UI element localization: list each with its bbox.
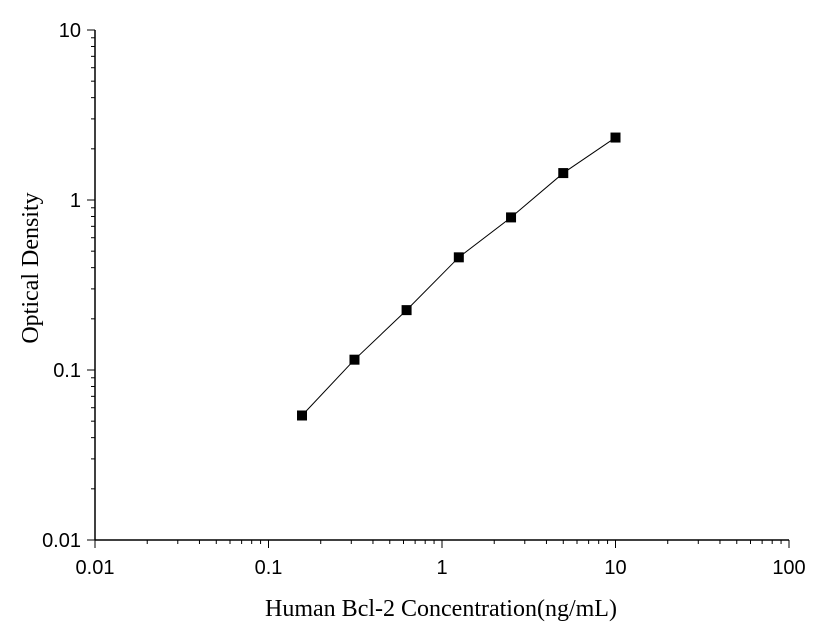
data-point-marker — [453, 252, 464, 263]
x-tick-label: 1 — [436, 557, 447, 579]
data-point-marker — [610, 132, 621, 143]
y-tick-label: 1 — [70, 190, 81, 212]
y-tick-label: 0.1 — [53, 360, 81, 382]
series-layer — [297, 132, 621, 421]
data-point-marker — [558, 168, 569, 179]
data-point-marker — [506, 212, 517, 223]
x-tick-label: 0.1 — [255, 557, 283, 579]
y-axis-title: Optical Density — [18, 192, 44, 343]
ticks-layer: 0.01 0.1 1 10 100 0.01 0.1 1 10 — [42, 20, 806, 579]
data-point-marker — [349, 354, 360, 365]
data-point-marker — [401, 305, 412, 316]
x-tick-label: 0.01 — [76, 557, 115, 579]
axes-layer — [94, 30, 789, 541]
x-tick-label: 100 — [772, 557, 805, 579]
y-tick-label: 0.01 — [42, 530, 81, 552]
data-point-marker — [297, 410, 308, 421]
y-tick-label: 10 — [59, 20, 81, 42]
x-tick-label: 10 — [604, 557, 626, 579]
series-line — [301, 137, 616, 416]
x-axis-title: Human Bcl-2 Concentration(ng/mL) — [265, 596, 617, 622]
